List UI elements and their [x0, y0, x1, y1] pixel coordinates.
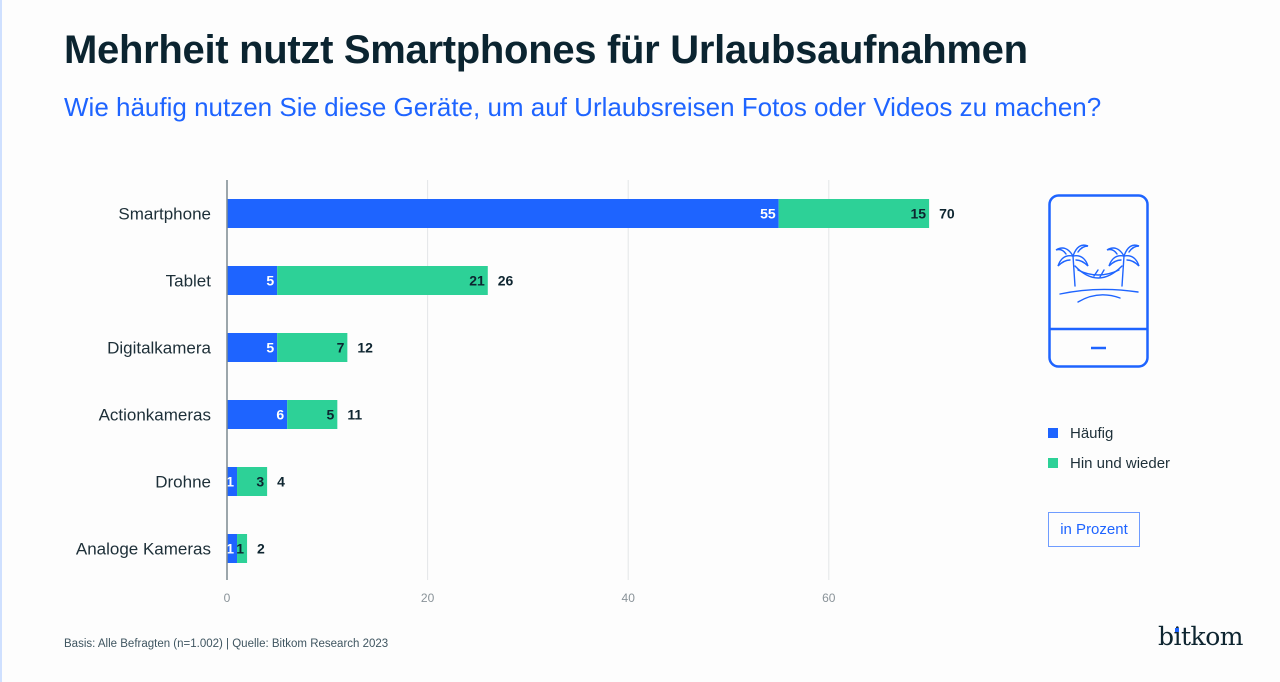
bar-segment-haeufig — [227, 400, 288, 429]
smartphone-palm-hammock-icon — [1048, 194, 1149, 368]
source-note: Basis: Alle Befragten (n=1.002) | Quelle… — [64, 638, 389, 650]
bar-segment-haeufig — [227, 266, 278, 295]
bar-value-hin-und-wieder: 5 — [327, 407, 335, 423]
bar-value-haeufig: 6 — [276, 407, 284, 423]
bar-total-label: 12 — [357, 340, 373, 356]
category-label: Actionkameras — [99, 406, 211, 425]
bar-value-haeufig: 5 — [266, 273, 274, 289]
category-label: Drohne — [155, 473, 211, 492]
bar-segment-hin-und-wieder — [237, 467, 268, 496]
bar-segment-hin-und-wieder — [237, 534, 248, 563]
bar-value-haeufig: 1 — [226, 474, 234, 490]
legend-item-haeufig: Häufig — [1048, 418, 1170, 448]
bar-segment-hin-und-wieder — [277, 333, 348, 362]
bar-segment-haeufig — [227, 534, 238, 563]
legend-label: Häufig — [1070, 424, 1114, 442]
legend-item-hin-und-wieder: Hin und wieder — [1048, 448, 1170, 478]
bar-total-label: 2 — [257, 541, 265, 557]
bar-value-haeufig: 1 — [226, 541, 234, 557]
x-tick-label: 20 — [421, 591, 435, 605]
bar-value-hin-und-wieder: 3 — [256, 474, 264, 490]
bar-value-haeufig: 55 — [760, 206, 776, 222]
category-label: Tablet — [166, 272, 212, 291]
bar-segment-hin-und-wieder — [778, 199, 930, 228]
left-edge-line — [0, 0, 2, 682]
bar-total-label: 26 — [498, 273, 514, 289]
bar-value-hin-und-wieder: 7 — [337, 340, 345, 356]
bar-total-label: 11 — [347, 407, 362, 423]
bar-segment-haeufig — [227, 467, 238, 496]
legend-swatch-haeufig — [1048, 428, 1058, 438]
logo-dot — [1175, 628, 1179, 632]
category-label: Digitalkamera — [107, 339, 211, 358]
bar-total-label: 4 — [277, 474, 285, 490]
chart-title: Mehrheit nutzt Smartphones für Urlaubsau… — [64, 28, 1028, 72]
bar-value-haeufig: 5 — [266, 340, 274, 356]
bar-segment-hin-und-wieder — [287, 400, 338, 429]
bitkom-logo: bitkom — [1158, 622, 1243, 651]
category-label: Smartphone — [118, 205, 211, 224]
x-tick-label: 40 — [622, 591, 636, 605]
bar-total-label: 70 — [939, 206, 955, 222]
bar-value-hin-und-wieder: 15 — [911, 206, 927, 222]
chart-subtitle: Wie häufig nutzen Sie diese Geräte, um a… — [64, 92, 1102, 122]
bar-value-hin-und-wieder: 21 — [469, 273, 485, 289]
x-tick-label: 0 — [224, 591, 231, 605]
bar-segment-haeufig — [227, 199, 779, 228]
legend: Häufig Hin und wieder — [1048, 418, 1170, 478]
x-tick-label: 60 — [822, 591, 836, 605]
category-label: Analoge Kameras — [76, 540, 211, 559]
bar-segment-hin-und-wieder — [277, 266, 488, 295]
bar-value-hin-und-wieder: 1 — [236, 541, 244, 557]
logo-text: bitkom — [1158, 622, 1243, 651]
legend-label: Hin und wieder — [1070, 454, 1171, 472]
unit-label-box: in Prozent — [1048, 512, 1140, 547]
legend-swatch-hin-und-wieder — [1048, 458, 1058, 468]
bar-segment-haeufig — [227, 333, 278, 362]
